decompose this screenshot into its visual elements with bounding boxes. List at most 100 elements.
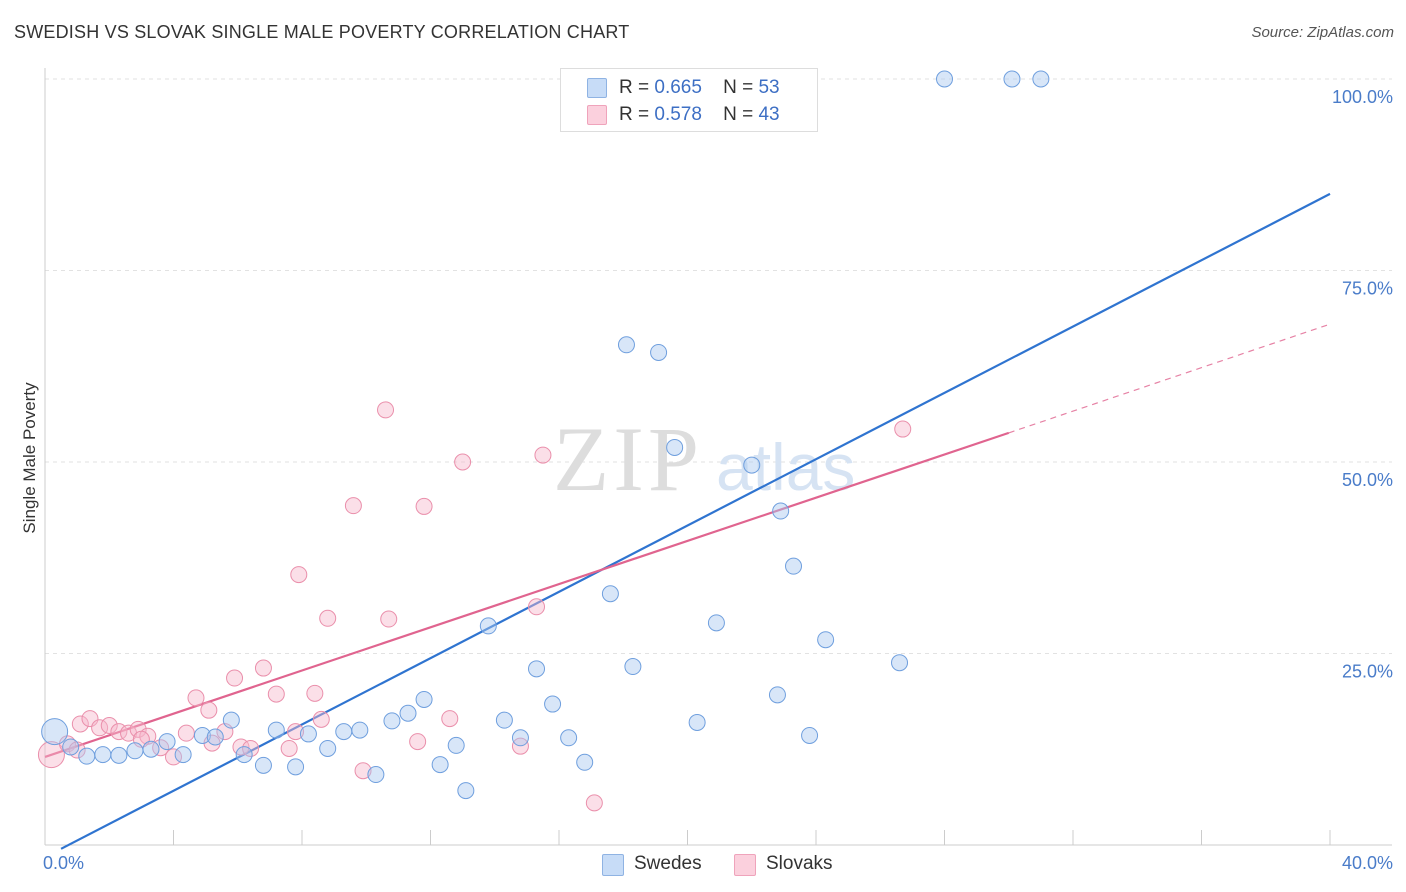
- data-point-swedes-24: [431, 756, 449, 774]
- data-point-swedes-40: [688, 713, 706, 731]
- data-point-swedes-11: [222, 711, 240, 729]
- data-point-swedes-45: [801, 726, 819, 744]
- data-point-slovaks-26: [312, 710, 330, 728]
- data-point-slovaks-27: [319, 609, 337, 627]
- data-point-swedes-47: [817, 631, 835, 649]
- data-point-swedes-48: [891, 654, 909, 672]
- y-tick-label-2: 50.0%: [1342, 470, 1393, 490]
- x-tick-label-1: 40.0%: [1342, 853, 1393, 873]
- data-point-slovaks-21: [267, 685, 285, 703]
- y-tick-label-1: 75.0%: [1342, 279, 1393, 299]
- data-point-swedes-49: [936, 70, 953, 88]
- data-point-swedes-12: [235, 746, 253, 764]
- data-point-swedes-8: [174, 746, 192, 764]
- data-point-swedes-20: [367, 766, 385, 784]
- data-point-swedes-31: [544, 695, 562, 713]
- data-point-swedes-46: [785, 557, 803, 575]
- legend-r-value-slovaks: 0.578: [654, 104, 702, 125]
- data-point-swedes-5: [126, 742, 144, 760]
- data-point-slovaks-37: [528, 598, 546, 616]
- data-point-slovaks-19: [242, 739, 260, 757]
- data-point-swedes-29: [511, 729, 529, 747]
- data-point-slovaks-30: [377, 401, 395, 419]
- legend-n-value-slovaks: 43: [758, 104, 780, 125]
- data-point-swedes-33: [576, 753, 594, 771]
- data-point-swedes-25: [447, 736, 465, 754]
- data-point-slovaks-17: [226, 669, 244, 687]
- legend-n-label: N =: [723, 104, 754, 125]
- data-point-slovaks-14: [200, 701, 218, 719]
- trend-line-1: [44, 431, 1010, 758]
- data-point-slovaks-38: [534, 446, 552, 464]
- data-point-swedes-6: [142, 740, 160, 758]
- data-point-swedes-27: [479, 617, 497, 635]
- data-point-swedes-14: [267, 721, 285, 739]
- data-point-swedes-35: [624, 658, 642, 676]
- data-point-swedes-41: [707, 614, 725, 632]
- data-point-swedes-44: [772, 502, 790, 520]
- legend-r-label: R =: [619, 77, 650, 98]
- data-point-swedes-23: [415, 690, 433, 708]
- x-tick-labels: 0.0% 40.0%: [43, 853, 1393, 873]
- data-point-swedes-26: [457, 782, 475, 800]
- y-tick-label-3: 25.0%: [1342, 662, 1393, 682]
- data-point-swedes-2: [78, 747, 96, 765]
- data-point-slovaks-32: [409, 733, 427, 751]
- data-point-slovaks-31: [380, 610, 398, 628]
- watermark-zip: ZIP: [553, 408, 703, 510]
- data-point-swedes-21: [383, 712, 401, 730]
- data-point-swedes-30: [528, 660, 546, 678]
- data-point-slovaks-33: [415, 497, 433, 515]
- data-point-swedes-32: [560, 729, 578, 747]
- swedes-label: Swedes: [634, 853, 702, 874]
- y-axis-label: Single Male Poverty: [20, 382, 39, 534]
- data-point-swedes-7: [158, 733, 176, 751]
- data-point-swedes-4: [110, 746, 128, 764]
- axes: [44, 68, 1392, 846]
- data-point-swedes-37: [650, 343, 668, 361]
- chart-title: SWEDISH VS SLOVAK SINGLE MALE POVERTY CO…: [14, 22, 630, 42]
- data-point-swedes-3: [94, 746, 112, 764]
- data-point-slovaks-20: [254, 659, 272, 677]
- x-tick-label-0: 0.0%: [43, 853, 84, 873]
- data-point-swedes-28: [495, 711, 513, 729]
- data-point-swedes-43: [768, 686, 786, 704]
- data-point-swedes-50: [1003, 70, 1021, 88]
- data-point-swedes-18: [335, 723, 353, 741]
- data-point-swedes-17: [319, 739, 337, 757]
- trend-line-0: [60, 192, 1331, 850]
- data-point-swedes-51: [1032, 70, 1050, 88]
- trend-line-dashed-1: [1008, 323, 1331, 434]
- data-point-swedes-0: [41, 718, 69, 746]
- data-point-slovaks-2: [71, 715, 89, 733]
- grid-lines: [45, 78, 1392, 654]
- data-point-slovaks-39: [585, 794, 603, 812]
- y-tick-labels: 100.0% 75.0% 50.0% 25.0%: [1332, 87, 1393, 682]
- data-point-slovaks-29: [354, 762, 372, 780]
- data-point-slovaks-5: [100, 717, 118, 735]
- data-point-slovaks-12: [177, 724, 195, 742]
- data-point-slovaks-24: [290, 566, 308, 584]
- data-point-slovaks-23: [287, 723, 305, 741]
- data-point-slovaks-22: [280, 739, 298, 757]
- data-point-slovaks-25: [306, 684, 324, 702]
- data-point-swedes-13: [254, 756, 272, 774]
- data-point-swedes-38: [666, 438, 684, 456]
- legend-swatch-swedes: [587, 78, 607, 98]
- data-point-slovaks-40: [894, 420, 912, 438]
- watermark-atlas: atlas: [716, 430, 855, 504]
- slovaks-label: Slovaks: [766, 853, 833, 874]
- data-point-swedes-16: [299, 725, 317, 743]
- y-tick-label-0: 100.0%: [1332, 87, 1393, 107]
- data-points: [37, 70, 1050, 812]
- data-point-swedes-34: [601, 585, 619, 603]
- source-label: Source: ZipAtlas.com: [1251, 24, 1394, 41]
- data-point-slovaks-13: [187, 689, 205, 707]
- watermark: ZIP atlas: [553, 408, 855, 510]
- data-point-swedes-36: [617, 336, 635, 354]
- data-point-slovaks-35: [454, 453, 472, 471]
- correlation-legend: R = 0.665 N = 53 R = 0.578 N = 43: [560, 68, 818, 132]
- legend-n-label: N =: [723, 77, 754, 98]
- legend-r-label: R =: [619, 104, 650, 125]
